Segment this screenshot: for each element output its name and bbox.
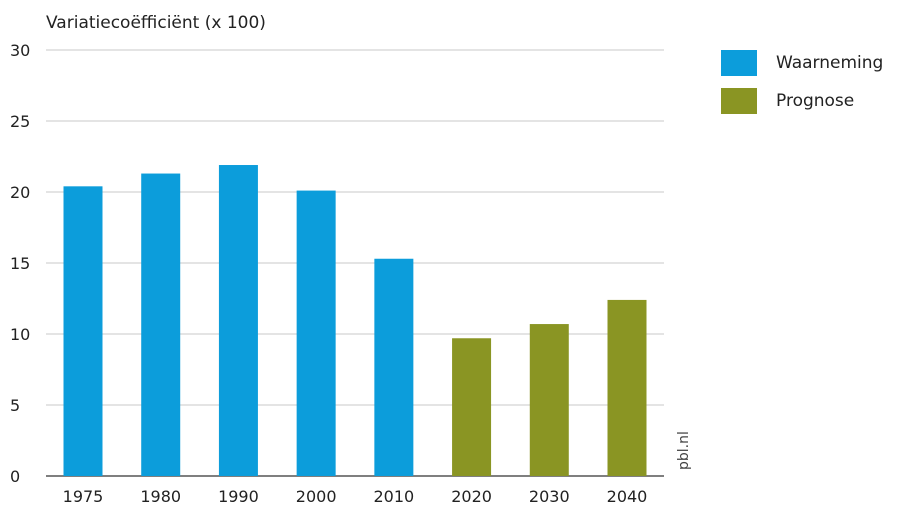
y-axis-label: Variatiecoëfficiënt (x 100): [46, 13, 266, 33]
x-tick-label: 2030: [529, 487, 570, 506]
bar-waarneming-1990: [218, 165, 258, 476]
bars: [63, 165, 647, 477]
legend: Waarneming Prognose: [721, 50, 883, 114]
legend-swatch-waarneming: [721, 50, 757, 76]
y-tick-label: 30: [10, 41, 30, 60]
bar-waarneming-1975: [63, 186, 103, 476]
x-tick-label: 1990: [218, 487, 259, 506]
y-tick-label: 10: [10, 325, 30, 344]
x-tick-label: 1980: [140, 487, 181, 506]
bar-waarneming-2000: [296, 190, 336, 476]
bar-waarneming-1980: [141, 173, 181, 477]
bar-prognose-2040: [607, 299, 647, 476]
x-tick-label: 1975: [63, 487, 104, 506]
x-tick-label: 2020: [451, 487, 492, 506]
legend-label-waarneming: Waarneming: [776, 53, 883, 73]
x-tick-label: 2010: [373, 487, 414, 506]
legend-label-prognose: Prognose: [776, 91, 854, 111]
x-tick-label: 2040: [607, 487, 648, 506]
legend-swatch-prognose: [721, 88, 757, 114]
bar-prognose-2030: [529, 324, 569, 476]
bar-prognose-2020: [452, 338, 492, 476]
y-tick-label: 5: [10, 396, 20, 415]
y-tick-label: 15: [10, 254, 30, 273]
x-tick-label: 2000: [296, 487, 337, 506]
y-tick-label: 0: [10, 467, 20, 486]
y-tick-labels: 0 5 10 15 20 25 30: [10, 41, 30, 486]
grid: [46, 49, 664, 477]
y-tick-label: 20: [10, 183, 30, 202]
bar-waarneming-2010: [374, 258, 414, 476]
y-tick-label: 25: [10, 112, 30, 131]
x-tick-labels: 1975 1980 1990 2000 2010 2020 2030 2040: [63, 487, 648, 506]
source-label: pbl.nl: [676, 431, 692, 470]
